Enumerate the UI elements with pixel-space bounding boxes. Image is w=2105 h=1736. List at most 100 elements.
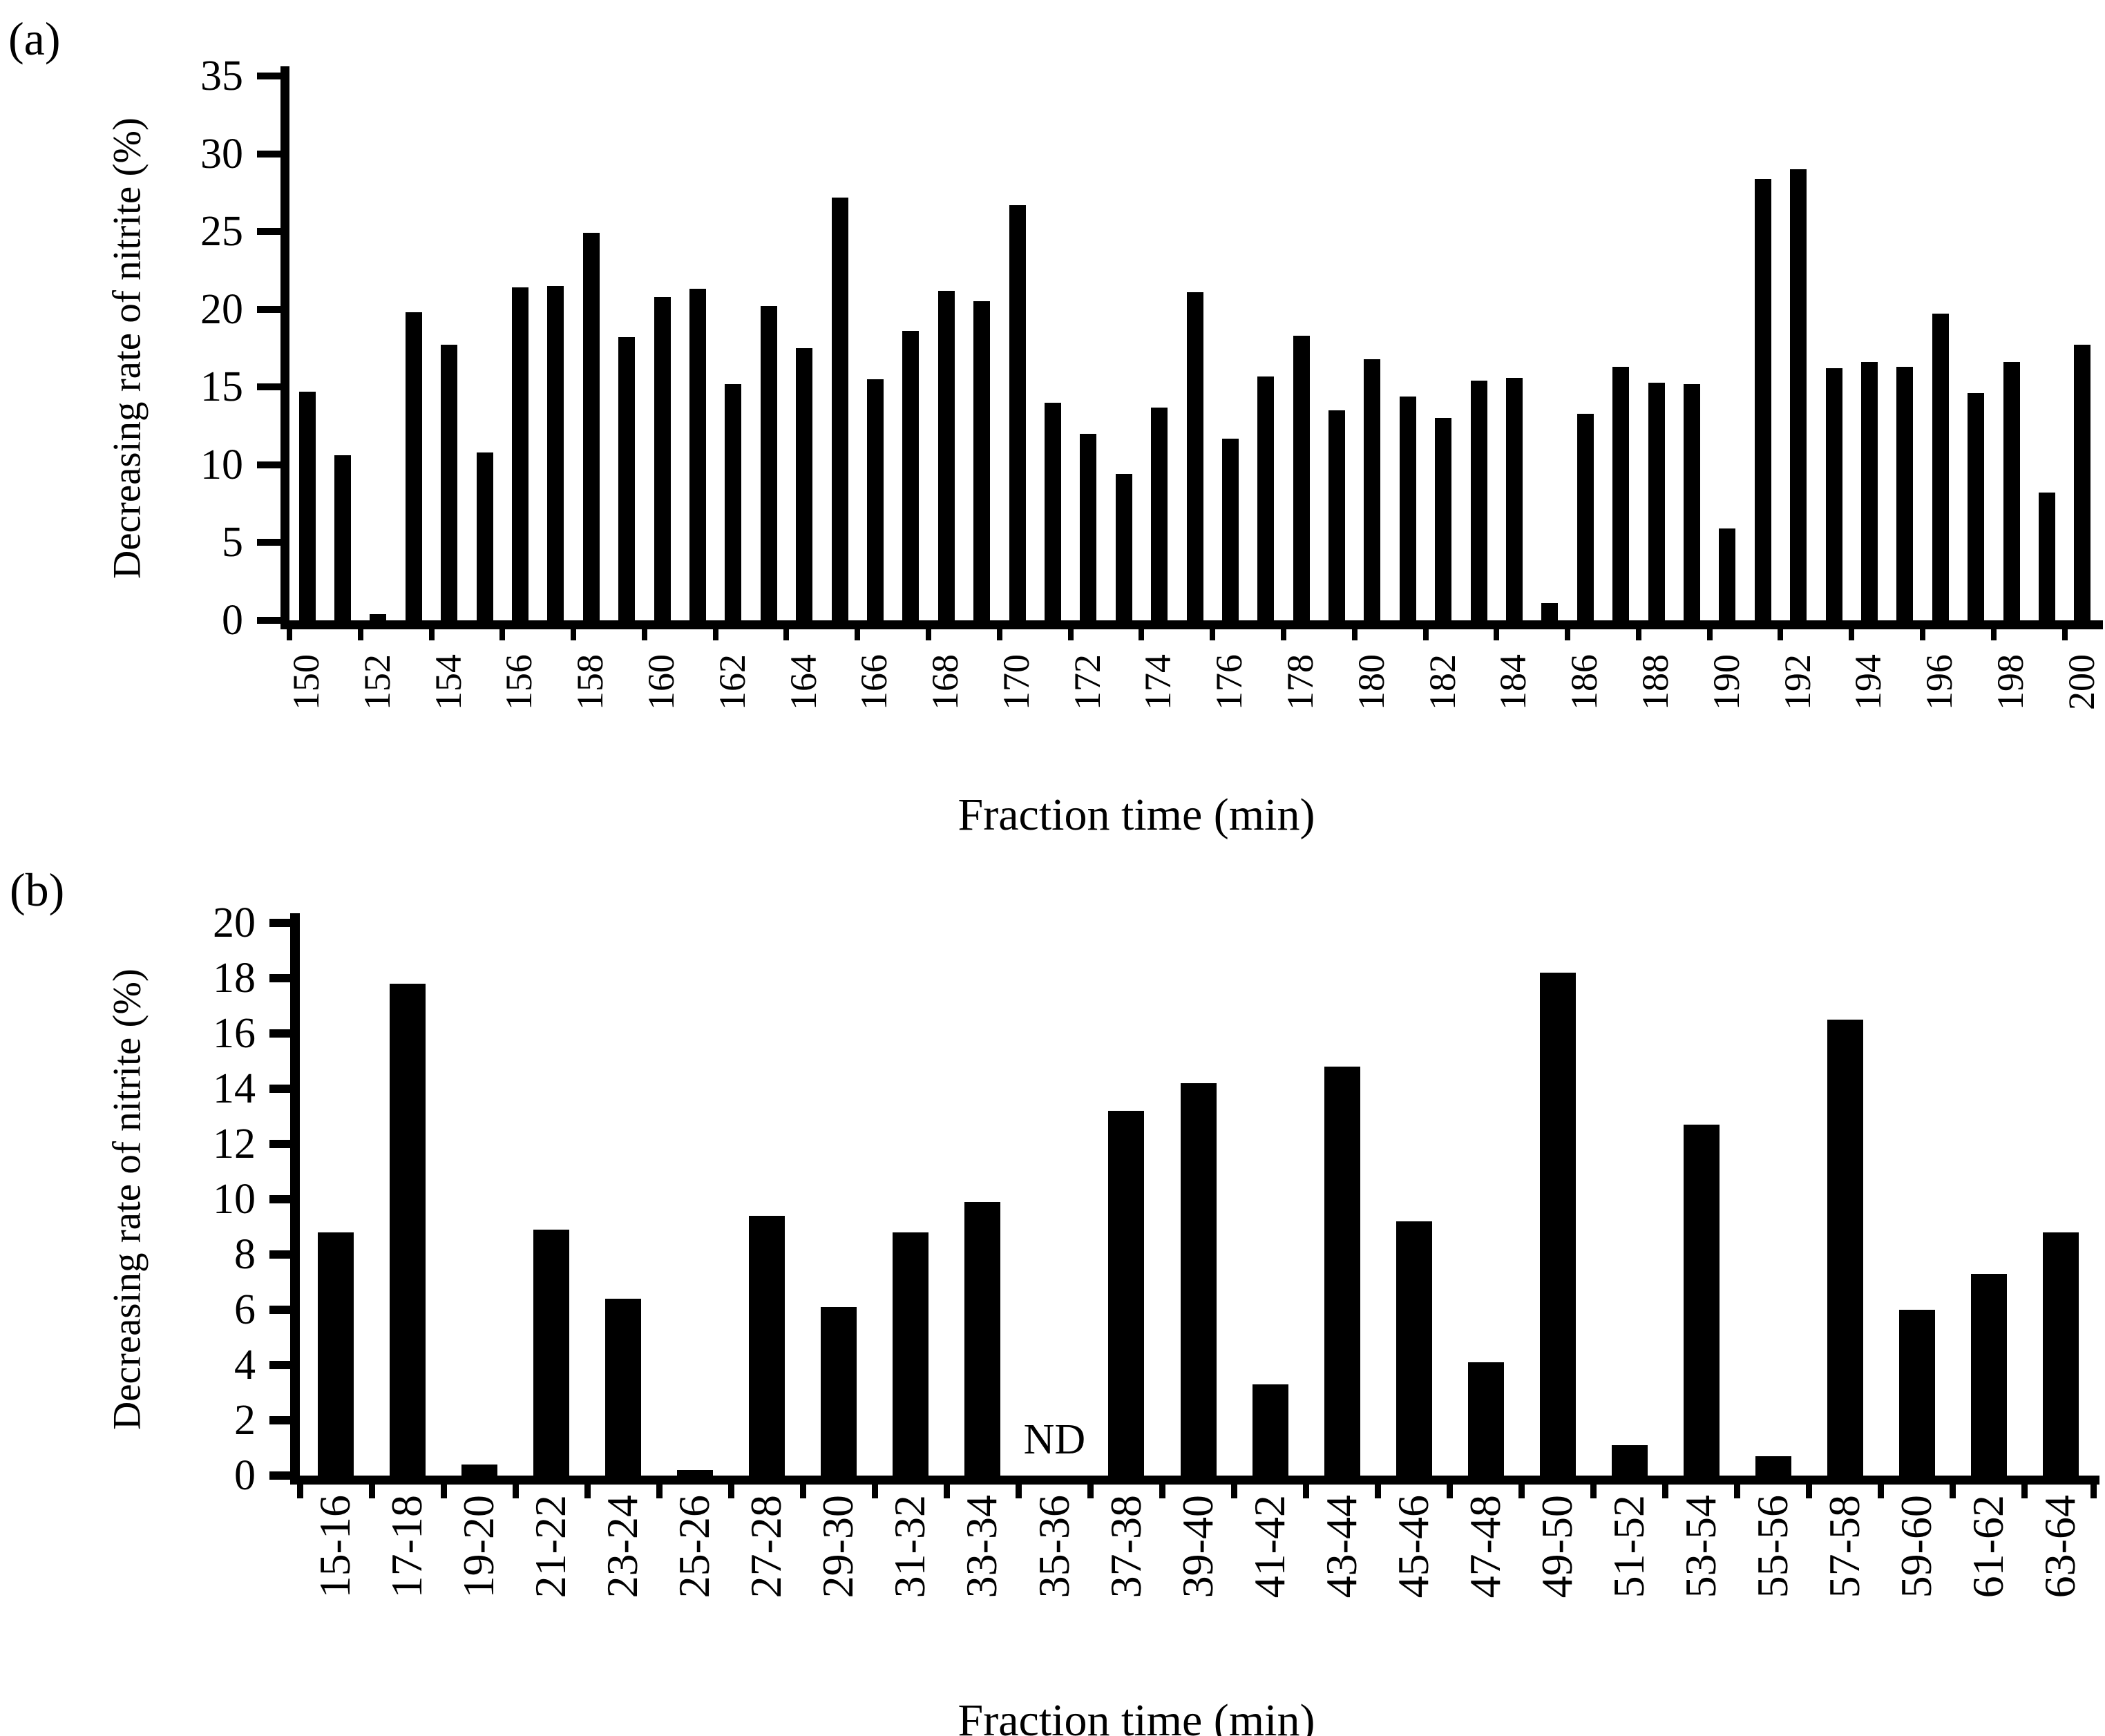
y-tick (257, 617, 280, 624)
x-tick (357, 629, 363, 640)
bar-200 (2074, 345, 2091, 620)
bar-150 (298, 392, 316, 620)
bar-182 (1435, 418, 1452, 620)
x-tick (855, 629, 861, 640)
x-tick-label: 186 (1563, 654, 1606, 710)
x-tick (1662, 1485, 1669, 1498)
x-tick (871, 1485, 878, 1498)
x-tick-label: 31-32 (885, 1495, 935, 1599)
y-tick-label: 18 (213, 955, 256, 1002)
bar-155 (476, 452, 493, 620)
bar-177 (1257, 376, 1275, 620)
x-tick-label: 45-46 (1388, 1495, 1438, 1599)
bar-37-38 (1108, 1111, 1145, 1476)
bar-167 (902, 331, 920, 620)
x-tick (656, 1485, 663, 1498)
y-tick-label: 5 (222, 519, 243, 566)
y-tick-label: 20 (213, 899, 256, 946)
x-tick-label: 37-38 (1101, 1495, 1150, 1599)
bar-152 (370, 613, 387, 620)
x-tick (1351, 629, 1358, 640)
bar-174 (1151, 407, 1168, 620)
bar-187 (1612, 367, 1630, 620)
bar-190 (1719, 528, 1736, 620)
x-axis-line (280, 620, 2103, 629)
y-tick-label: 14 (213, 1065, 256, 1112)
bar-19-20 (461, 1465, 498, 1476)
bar-192 (1790, 169, 1807, 620)
x-tick-label: 198 (1989, 654, 2031, 710)
x-tick-label: 47-48 (1460, 1495, 1509, 1599)
x-tick-label: 192 (1776, 654, 1818, 710)
bar-168 (937, 290, 955, 620)
y-tick-label: 35 (200, 53, 243, 99)
x-tick-label: 35-36 (1029, 1495, 1078, 1599)
x-tick (727, 1485, 734, 1498)
bar-199 (2038, 493, 2055, 620)
bar-63-64 (2042, 1232, 2079, 1476)
panel-a-label: (a) (8, 12, 61, 65)
x-tick (1950, 1485, 1956, 1498)
bar-186 (1577, 413, 1594, 620)
x-tick (428, 629, 435, 640)
x-tick (926, 629, 932, 640)
bar-188 (1648, 382, 1665, 620)
x-tick-label: 168 (924, 654, 966, 710)
bar-196 (1932, 314, 1949, 620)
x-tick-label: 194 (1847, 654, 1889, 710)
bar-170 (1009, 204, 1026, 620)
y-tick (269, 1306, 290, 1314)
x-tick (1778, 629, 1784, 640)
y-tick-label: 15 (200, 363, 243, 411)
x-tick-label: 59-60 (1891, 1495, 1941, 1599)
x-tick (1590, 1485, 1597, 1498)
y-tick (269, 1471, 290, 1480)
bar-185 (1541, 603, 1559, 620)
x-tick-label: 57-58 (1819, 1495, 1869, 1599)
y-tick (269, 974, 290, 982)
y-tick (269, 1195, 290, 1203)
x-tick (1015, 1485, 1022, 1498)
bar-184 (1506, 377, 1523, 620)
x-tick (296, 1485, 303, 1498)
y-tick-label: 4 (234, 1342, 256, 1389)
x-tick (783, 629, 790, 640)
bar-47-48 (1467, 1362, 1504, 1476)
x-tick (641, 629, 647, 640)
x-tick (1849, 629, 1855, 640)
x-tick-label: 160 (640, 654, 682, 710)
bar-162 (725, 383, 742, 620)
x-tick (943, 1485, 950, 1498)
bar-154 (441, 345, 458, 620)
bar-157 (547, 285, 564, 620)
x-tick-label: 184 (1492, 654, 1534, 710)
x-tick-label: 182 (1421, 654, 1463, 710)
x-tick (1087, 1485, 1094, 1498)
bar-156 (512, 287, 529, 620)
bar-171 (1044, 402, 1061, 620)
bar-151 (334, 455, 352, 620)
bar-169 (973, 301, 991, 620)
bar-194 (1860, 362, 1878, 620)
bar-164 (796, 348, 813, 620)
y-tick (257, 73, 280, 79)
bar-158 (582, 233, 600, 620)
x-tick-label: 43-44 (1316, 1495, 1366, 1599)
x-tick-label: 188 (1634, 654, 1676, 710)
x-tick (499, 629, 506, 640)
bar-39-40 (1180, 1083, 1217, 1476)
panel-b-plot-area: 0 2 4 6 8 10 12 14 16 18 20 15-16 17-18 19-20 21-22 23-… (213, 899, 2099, 1598)
y-tick-label: 12 (213, 1120, 256, 1167)
x-tick (512, 1485, 519, 1498)
bar-31-32 (893, 1232, 929, 1476)
x-tick (1447, 1485, 1454, 1498)
x-tick-label: 152 (356, 654, 398, 710)
x-tick (1635, 629, 1641, 640)
panel-a-plot-area: 0 5 10 15 20 25 30 35 150 152 154 156 158 160 162 164 16… (200, 53, 2103, 710)
bar-161 (689, 289, 706, 620)
x-tick (712, 629, 718, 640)
x-tick-label: 17-18 (382, 1495, 432, 1599)
bar-179 (1328, 410, 1346, 620)
bar-165 (831, 197, 848, 620)
x-tick (1565, 629, 1571, 640)
